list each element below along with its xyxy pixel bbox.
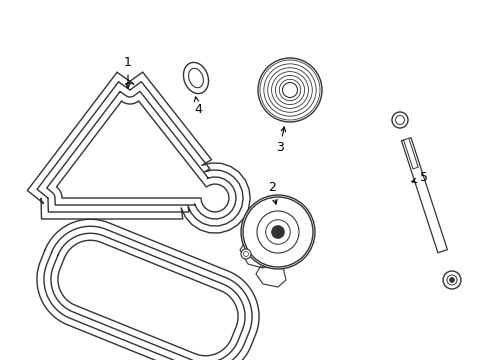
Circle shape — [241, 249, 250, 259]
Polygon shape — [401, 138, 447, 253]
Ellipse shape — [391, 112, 407, 128]
Text: 1: 1 — [124, 57, 132, 88]
Ellipse shape — [183, 62, 208, 94]
Polygon shape — [256, 267, 285, 287]
Circle shape — [257, 211, 298, 253]
Polygon shape — [403, 138, 417, 169]
Circle shape — [282, 82, 297, 98]
Text: 5: 5 — [411, 171, 427, 184]
Ellipse shape — [442, 271, 460, 289]
Polygon shape — [58, 240, 238, 356]
Circle shape — [258, 58, 321, 122]
Ellipse shape — [448, 278, 453, 283]
Circle shape — [271, 226, 284, 238]
Text: 4: 4 — [194, 97, 202, 117]
Polygon shape — [56, 101, 228, 212]
Text: 3: 3 — [276, 127, 285, 154]
Text: 2: 2 — [267, 181, 277, 204]
Circle shape — [241, 195, 314, 269]
